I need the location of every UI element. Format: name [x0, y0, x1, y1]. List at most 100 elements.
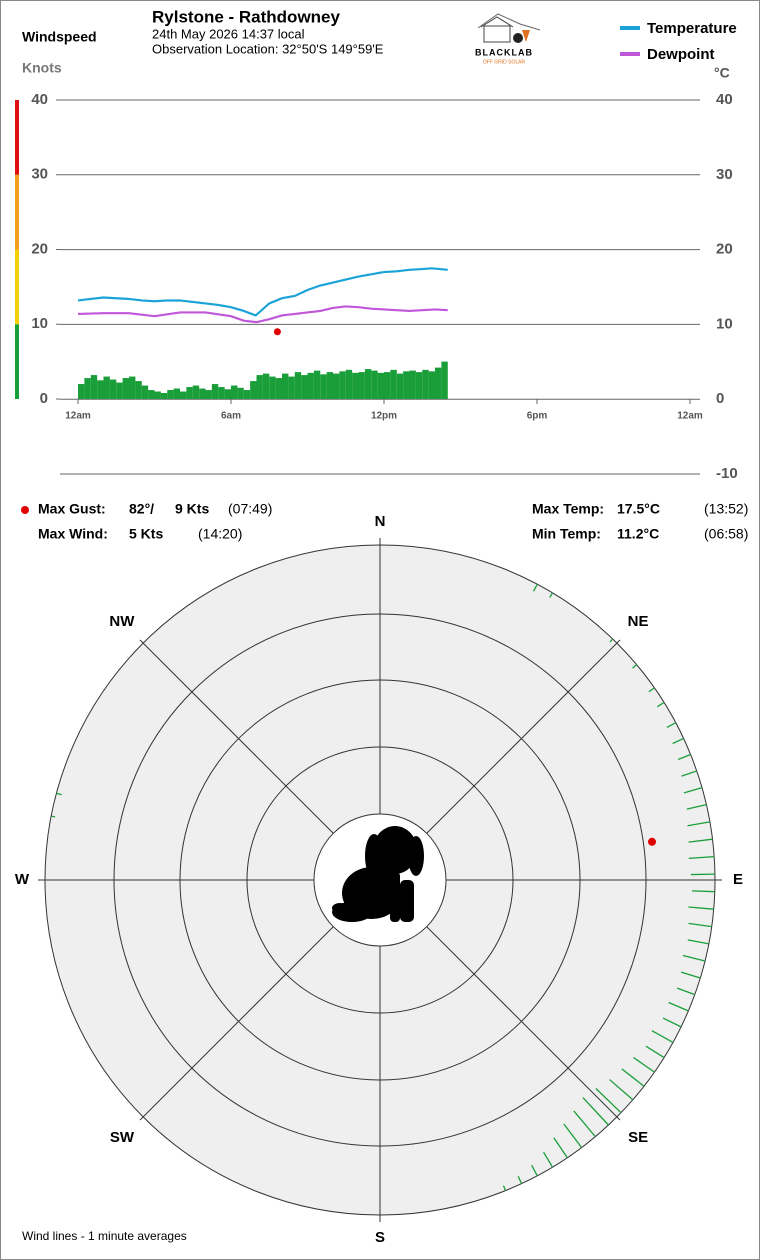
wind-bar [250, 381, 257, 399]
gust-point [273, 328, 281, 336]
wind-line [517, 1176, 523, 1184]
y-tick-label: 20 [31, 240, 48, 257]
logo-name: BLACKLAB [475, 47, 533, 57]
wind-bar [167, 390, 174, 399]
subtitle: 24th May 2026 14:37 local [152, 26, 305, 41]
wind-bar [358, 372, 365, 399]
gust-marker [21, 506, 29, 514]
wind-bar [109, 379, 117, 399]
wind-line [502, 1185, 507, 1191]
logo: BLACKLAB OFF GRID SOLAR [475, 13, 541, 65]
wind-bar [103, 376, 110, 399]
wind-line [633, 1057, 655, 1073]
y2-tick-label: 20 [716, 241, 733, 258]
stat-value: 82°/ [129, 501, 154, 517]
stat-value: 5 Kts [129, 526, 163, 542]
wind-bar [141, 385, 149, 399]
wind-line [51, 815, 56, 818]
series-line [77, 305, 448, 324]
wind-line [609, 1079, 634, 1101]
wind-bar [116, 382, 123, 399]
wind-bar [180, 391, 187, 399]
legend-label: Temperature [647, 20, 737, 37]
wind-bar [371, 370, 378, 399]
wind-bar [122, 378, 130, 399]
wind-line [632, 664, 638, 669]
wind-bar [224, 389, 232, 399]
wind-bar [435, 367, 442, 399]
wind-bar [192, 385, 200, 399]
y-label: Windspeed [22, 29, 97, 45]
wind-line [573, 1110, 596, 1138]
wind-line [56, 792, 62, 796]
y-tick-label: 0 [40, 390, 48, 407]
wind-bar [275, 378, 283, 399]
y-tick-label: 30 [31, 166, 48, 183]
wind-bar [288, 376, 295, 399]
wind-line [680, 971, 701, 979]
wind-bar [294, 372, 302, 399]
logo-tagline: OFF GRID SOLAR [483, 59, 526, 65]
wind-bar [422, 369, 429, 399]
compass-label: NW [109, 613, 135, 630]
wind-line [672, 737, 684, 745]
stat-label: Min Temp: [532, 526, 601, 542]
stat-label: Max Temp: [532, 501, 604, 517]
compass-label: S [375, 1229, 385, 1246]
wind-line [532, 583, 538, 592]
wind-bar [364, 369, 372, 399]
wind-line [531, 1164, 538, 1177]
y-tick-label: 40 [31, 91, 48, 108]
speed-band [15, 249, 19, 325]
wind-bar [415, 372, 423, 399]
wind-line [595, 1088, 622, 1114]
wind-bar [90, 375, 98, 399]
wind-bar [97, 380, 104, 399]
wind-line [688, 838, 713, 843]
wind-bar [205, 390, 212, 399]
wind-bar [237, 387, 244, 399]
y2-label: °C [714, 65, 730, 81]
wind-line [621, 1068, 645, 1087]
wind-bar [129, 376, 136, 399]
wind-bar [186, 387, 193, 399]
wind-line [553, 1137, 568, 1159]
wind-bar [262, 373, 270, 399]
wind-rose [38, 538, 722, 1222]
gust-point [648, 837, 657, 846]
compass-label: NE [628, 613, 649, 630]
x-tick-label: 12am [65, 411, 91, 422]
wind-bar [231, 385, 238, 399]
wind-line [688, 855, 715, 860]
wind-line [543, 1151, 554, 1168]
x-tick-label: 6am [221, 411, 241, 422]
wind-bar [396, 373, 404, 399]
wind-line [651, 1030, 674, 1043]
wind-line [686, 804, 707, 810]
wind-bar [148, 390, 155, 399]
wind-line [666, 722, 677, 729]
speed-band [15, 324, 19, 399]
wind-bar [243, 390, 251, 399]
wind-line [682, 954, 706, 962]
stat-label: Max Gust: [38, 501, 106, 517]
compass-label: SW [110, 1129, 135, 1146]
stat-time: (07:49) [228, 501, 272, 517]
wind-bar [199, 388, 206, 399]
wind-line [677, 753, 691, 761]
y2-tick-label: 10 [716, 315, 733, 332]
stat-time: (14:20) [198, 526, 242, 542]
wind-line [648, 687, 655, 693]
wind-line [687, 939, 709, 945]
wind-bar [173, 388, 181, 399]
wind-bar [256, 375, 263, 399]
wind-line [668, 1001, 689, 1012]
wind-bar [84, 378, 91, 399]
footnote: Wind lines - 1 minute averages [22, 1229, 187, 1243]
wind-bar [301, 375, 308, 399]
wind-line [681, 770, 697, 777]
wind-line [582, 1097, 609, 1126]
wind-bar [326, 372, 334, 399]
compass-label: N [375, 513, 386, 530]
